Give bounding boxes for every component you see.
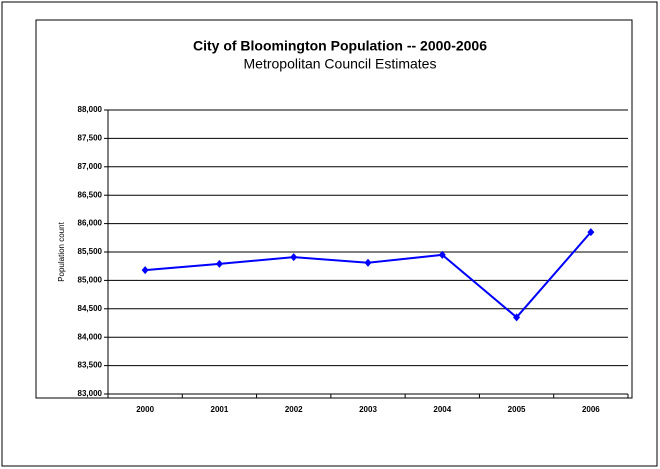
- x-tick-label: 2002: [285, 405, 303, 414]
- chart-frame: [35, 19, 633, 399]
- chart-title: City of Bloomington Population -- 2000-2…: [193, 38, 487, 54]
- marker: [364, 258, 372, 267]
- y-tick-label: 83,500: [78, 361, 103, 370]
- marker: [290, 253, 298, 262]
- y-axis-label: Population count: [57, 221, 66, 281]
- y-tick-label: 85,000: [78, 276, 103, 285]
- y-tick-label: 83,000: [78, 389, 103, 398]
- x-tick-label: 2001: [211, 405, 229, 414]
- y-tick-label: 87,500: [78, 134, 103, 143]
- x-tick-label: 2005: [508, 405, 526, 414]
- y-tick-label: 88,000: [78, 105, 103, 114]
- y-tick-label: 87,000: [78, 162, 103, 171]
- y-tick-label: 84,500: [78, 304, 103, 313]
- marker: [438, 250, 446, 259]
- y-tick-label: 85,500: [78, 247, 103, 256]
- chart-subtitle: Metropolitan Council Estimates: [244, 56, 437, 72]
- marker: [215, 259, 223, 268]
- x-tick-label: 2003: [359, 405, 377, 414]
- x-tick-label: 2006: [582, 405, 600, 414]
- y-tick-label: 86,500: [78, 190, 103, 199]
- marker: [513, 313, 521, 322]
- y-tick-label: 86,000: [78, 219, 103, 228]
- y-tick-label: 84,000: [78, 332, 103, 341]
- marker: [587, 228, 595, 237]
- x-tick-label: 2004: [433, 405, 451, 414]
- marker: [141, 266, 149, 275]
- x-tick-label: 2000: [136, 405, 154, 414]
